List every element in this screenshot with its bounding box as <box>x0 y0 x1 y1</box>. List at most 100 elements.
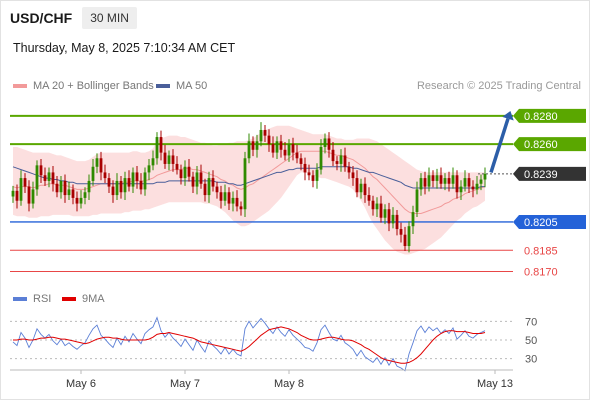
candle-body <box>243 158 247 210</box>
candle-body <box>431 175 435 181</box>
level-label: 0.8280 <box>524 111 558 123</box>
candle-body <box>91 166 95 181</box>
candle-body <box>335 161 339 164</box>
candle-body <box>231 197 235 204</box>
candle-body <box>119 180 123 193</box>
candle-body <box>183 166 187 179</box>
candle-body <box>443 178 447 184</box>
candle-body <box>379 203 383 218</box>
bollinger-band-layer <box>13 125 485 255</box>
legend-rsi-ma: 9MA <box>62 293 105 305</box>
rsi-tick-label: 70 <box>525 316 537 328</box>
candle-body <box>331 149 335 162</box>
candle-body <box>11 190 15 197</box>
candle-body <box>299 158 303 164</box>
candle-body <box>451 175 455 184</box>
interval-selector[interactable]: 30 MIN <box>82 7 137 29</box>
candle-body <box>83 192 87 198</box>
ma50-swatch <box>156 84 170 88</box>
candle-body <box>95 158 99 167</box>
candle-body <box>327 138 331 150</box>
candle-body <box>323 138 327 147</box>
candle-body <box>167 155 171 164</box>
candle-body <box>359 183 363 193</box>
candle-body <box>343 155 347 167</box>
legend-ma20: MA 20 + Bollinger Bands <box>13 80 154 92</box>
candle-body <box>267 135 271 145</box>
candle-body <box>287 144 291 156</box>
candle-body <box>139 180 143 190</box>
candle-body <box>131 172 135 187</box>
candles-layer <box>11 122 487 253</box>
candle-body <box>303 163 307 173</box>
candle-body <box>171 155 175 164</box>
candle-body <box>143 172 147 190</box>
candle-body <box>71 189 75 198</box>
candle-body <box>439 175 443 184</box>
rsi-tick-label: 50 <box>525 335 537 347</box>
candle-body <box>111 186 115 196</box>
candle-body <box>427 175 431 187</box>
candle-body <box>403 234 407 247</box>
candle-body <box>283 149 287 156</box>
candle-body <box>483 173 487 180</box>
candle-body <box>247 141 251 159</box>
candle-body <box>235 197 239 207</box>
candle-body <box>387 209 391 224</box>
candle-body <box>179 169 183 179</box>
candle-body <box>475 183 479 190</box>
credit-label: Research © 2025 Trading Central <box>416 80 581 92</box>
rsi-ma-line <box>13 326 486 364</box>
candle-body <box>67 189 71 196</box>
candle-body <box>107 178 111 187</box>
legend-rsi: RSI <box>13 293 51 305</box>
candle-body <box>467 178 471 187</box>
candle-body <box>63 180 67 196</box>
candle-body <box>411 212 415 227</box>
candle-body <box>319 146 323 170</box>
candle-body <box>23 178 27 187</box>
candle-body <box>263 129 267 136</box>
level-label: 0.8205 <box>524 217 558 229</box>
candle-body <box>187 166 191 177</box>
time-axis-label: May 8 <box>274 378 304 390</box>
candle-body <box>419 178 423 190</box>
time-axis-label: May 7 <box>170 378 200 390</box>
candle-body <box>291 144 295 153</box>
candle-body <box>47 172 51 181</box>
symbol-label[interactable]: USD/CHF <box>10 10 73 26</box>
symbol-header: USD/CHF 30 MIN <box>4 6 137 30</box>
candle-body <box>75 197 79 204</box>
legend-rsi-ma-label: 9MA <box>82 293 105 305</box>
candle-body <box>271 144 275 153</box>
candle-body <box>223 192 227 201</box>
forecast-arrow-layer <box>489 111 514 173</box>
candle-body <box>435 175 439 181</box>
candle-body <box>375 203 379 210</box>
level-badge <box>513 214 586 229</box>
candle-body <box>255 141 259 150</box>
candle-body <box>459 186 463 193</box>
candle-body <box>407 226 411 247</box>
candle-body <box>55 183 59 193</box>
candle-body <box>79 197 83 204</box>
candle-body <box>211 178 215 187</box>
candle-body <box>43 175 47 181</box>
legend-rsi-label: RSI <box>33 293 52 305</box>
level-badge <box>513 137 586 152</box>
candle-body <box>339 155 343 164</box>
candle-body <box>371 200 375 210</box>
candle-body <box>455 175 459 193</box>
level-label: 0.8170 <box>524 267 558 279</box>
candle-body <box>395 214 399 230</box>
candle-body <box>127 178 131 187</box>
candle-body <box>463 178 467 187</box>
candle-body <box>423 178 427 187</box>
candle-body <box>279 141 283 150</box>
rsi-ma-swatch <box>62 297 76 301</box>
candle-body <box>151 158 155 166</box>
candle-body <box>295 152 299 159</box>
candle-body <box>383 209 387 218</box>
rsi-swatch <box>13 297 27 301</box>
